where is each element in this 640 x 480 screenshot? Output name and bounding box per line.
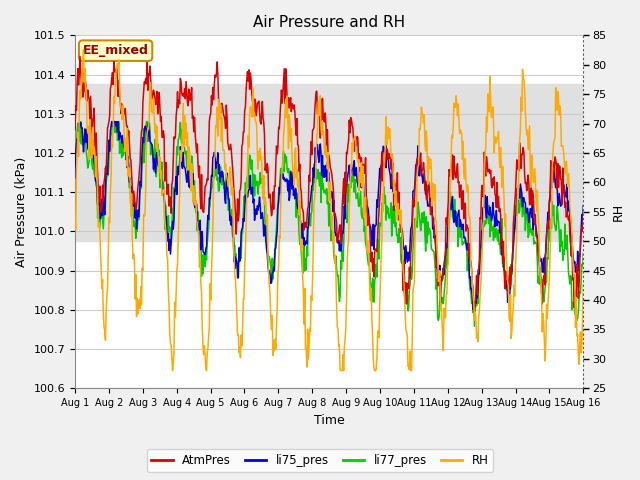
- Legend: AtmPres, li75_pres, li77_pres, RH: AtmPres, li75_pres, li77_pres, RH: [147, 449, 493, 472]
- Title: Air Pressure and RH: Air Pressure and RH: [253, 15, 405, 30]
- Text: EE_mixed: EE_mixed: [83, 44, 148, 57]
- Y-axis label: RH: RH: [612, 203, 625, 221]
- X-axis label: Time: Time: [314, 414, 344, 427]
- Y-axis label: Air Pressure (kPa): Air Pressure (kPa): [15, 156, 28, 267]
- Bar: [75, 84, 583, 241]
